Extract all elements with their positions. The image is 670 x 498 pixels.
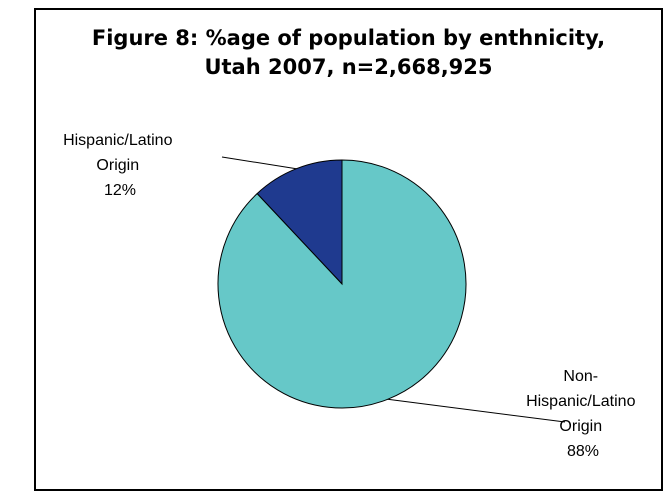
pie-slice-non-hispanic	[217, 159, 467, 409]
leader-line-hispanic	[221, 156, 297, 170]
leader-line-non-hispanic	[387, 398, 566, 423]
chart-title: Figure 8: %age of population by enthnici…	[36, 24, 661, 82]
leader-lines	[221, 156, 566, 423]
slice-label-non-hispanic: Non- Hispanic/Latino Origin 88%	[526, 368, 640, 460]
pie-slices	[217, 159, 467, 409]
slice-label-non-hispanic-line-4: 88%	[567, 443, 599, 460]
slice-label-hispanic-line-1: Hispanic/Latino	[63, 132, 173, 149]
slice-label-non-hispanic-line-3: Origin	[559, 418, 602, 435]
slice-label-hispanic-line-2: Origin	[96, 157, 139, 174]
slice-label-hispanic: Hispanic/Latino Origin 12%	[63, 132, 177, 199]
slice-label-non-hispanic-line-2: Hispanic/Latino	[526, 393, 636, 410]
slice-label-hispanic-line-3: 12%	[104, 182, 136, 199]
chart-title-line-2: Utah 2007, n=2,668,925	[204, 55, 493, 79]
chart-title-line-1: Figure 8: %age of population by enthnici…	[91, 26, 606, 50]
slice-label-non-hispanic-line-1: Non-	[563, 368, 598, 385]
pie-slice-hispanic	[256, 159, 343, 286]
